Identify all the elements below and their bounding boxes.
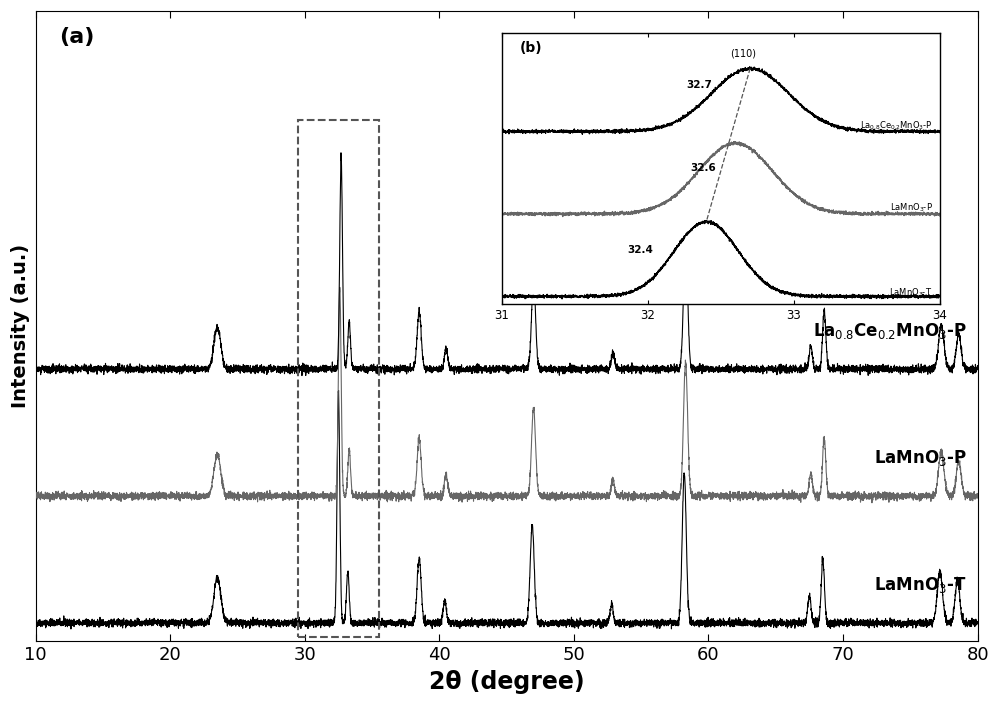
Text: LaMnO$_3$-T: LaMnO$_3$-T: [874, 575, 967, 595]
Text: La$_{0.8}$Ce$_{0.2}$MnO$_3$-P: La$_{0.8}$Ce$_{0.2}$MnO$_3$-P: [813, 321, 967, 341]
Bar: [298, 120, 379, 637]
Y-axis label: Intensity (a.u.): Intensity (a.u.): [11, 244, 30, 408]
Text: LaMnO$_3$-P: LaMnO$_3$-P: [874, 448, 967, 468]
X-axis label: 2θ (degree): 2θ (degree): [429, 670, 584, 694]
Text: (a): (a): [59, 27, 95, 47]
